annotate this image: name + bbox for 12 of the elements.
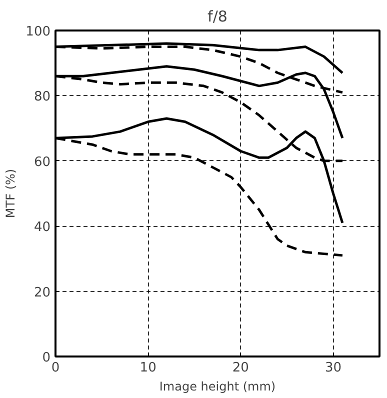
y-tick-label: 80 [34, 90, 51, 105]
x-tick-label: 30 [324, 360, 342, 376]
y-tick-label: 40 [34, 220, 51, 236]
y-tick-label: 20 [34, 285, 51, 300]
y-tick-label: 60 [34, 154, 51, 170]
y-tick-label: 0 [42, 350, 51, 366]
chart-title: f/8 [208, 8, 228, 26]
y-tick-label: 100 [26, 24, 51, 40]
x-axis-title: Image height (mm) [159, 380, 276, 394]
x-tick-label: 10 [140, 360, 156, 376]
y-axis-title: MTF (%) [4, 168, 18, 218]
x-tick-label: 20 [232, 360, 249, 376]
